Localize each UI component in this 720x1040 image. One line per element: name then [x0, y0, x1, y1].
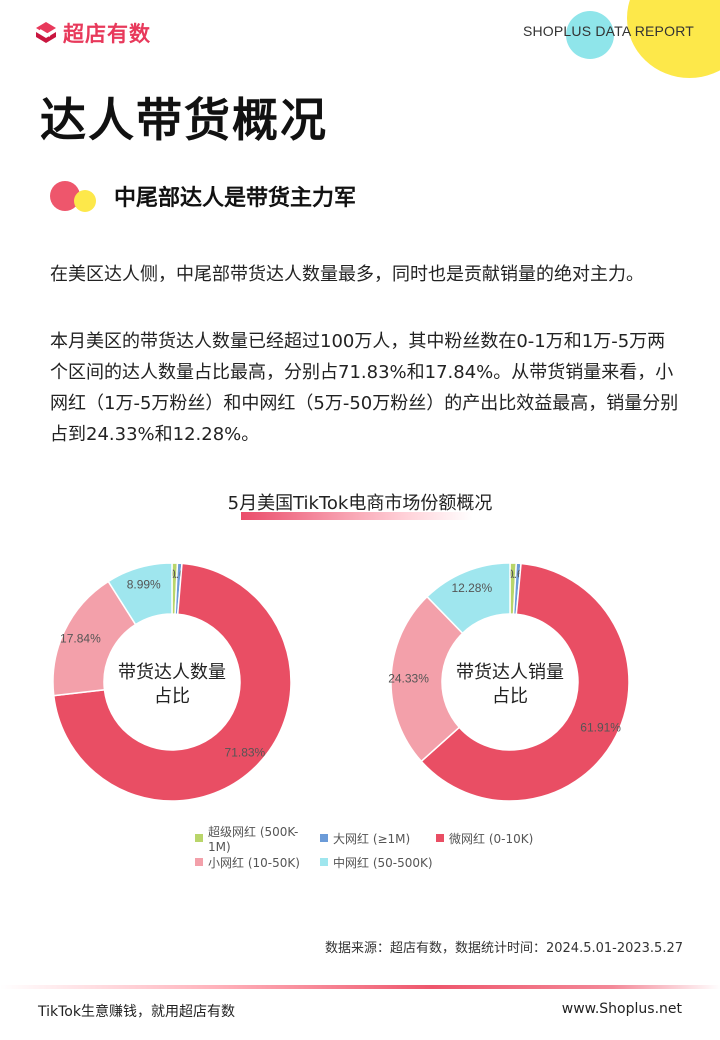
- donut-slice: [390, 595, 464, 763]
- slice-label: 61.91%: [580, 721, 621, 735]
- legend-label: 微网红 (0-10K): [449, 831, 534, 846]
- legend-item-micro: 微网红 (0-10K): [436, 830, 561, 847]
- decor-yellow-circle: [627, 0, 720, 78]
- slice-label: 71.83%: [225, 746, 266, 760]
- footer-website: www.Shoplus.net: [561, 1001, 682, 1017]
- legend-swatch: [320, 858, 328, 866]
- legend-label: 超级网红 (500K-1M): [208, 824, 299, 854]
- page-title: 达人带货概况: [40, 93, 328, 147]
- legend-swatch: [195, 834, 203, 842]
- legend-swatch: [195, 858, 203, 866]
- footer-slogan: TikTok生意赚钱，就用超店有数: [38, 1004, 235, 1020]
- legend-label: 中网红 (50-500K): [333, 855, 433, 870]
- legend-label: 大网红 (≥1M): [333, 831, 411, 846]
- paragraph-intro: 在美区达人侧，中尾部带货达人数量最多，同时也是贡献销量的绝对主力。: [50, 264, 644, 285]
- footer-divider: [0, 985, 720, 989]
- data-source: 数据来源：超店有数，数据统计时间：2024.5.01-2023.5.27: [324, 941, 683, 956]
- donut-center-label: 带货达人数量: [118, 662, 226, 683]
- donut-center-label: 占比: [154, 686, 190, 707]
- donut-center-label: 带货达人销量: [456, 662, 564, 683]
- paragraph-detail: 本月美区的带货达人数量已经超过100万人，其中粉丝数在0-1万和1万-5万两个区…: [50, 331, 679, 445]
- slice-label: 24.33%: [388, 671, 429, 685]
- slice-label: 8.99%: [127, 578, 161, 592]
- chart-legend: 超级网红 (500K-1M) 大网红 (≥1M) 微网红 (0-10K) 小网红…: [195, 823, 615, 874]
- donut-slice: [107, 562, 173, 626]
- legend-item-mid: 中网红 (50-500K): [320, 854, 436, 871]
- donut-slice: [425, 562, 511, 635]
- report-label: SHOPLUS DATA REPORT: [522, 23, 694, 39]
- slice-label: 17.84%: [60, 631, 101, 645]
- section-title: 中尾部达人是带货主力军: [114, 186, 357, 211]
- legend-item-small: 小网红 (10-50K): [195, 854, 320, 871]
- donut-slice: [420, 562, 630, 802]
- legend-swatch: [320, 834, 328, 842]
- decor-cyan-circle: [566, 11, 614, 59]
- donut-slice: [52, 562, 292, 802]
- chart-title: 5月美国TikTok电商市场份额概况: [227, 493, 493, 514]
- brand-logo: 超店有数: [34, 18, 151, 48]
- donut-charts: 0.73%0.61%71.83%17.84%8.99%带货达人数量占比0.84%…: [52, 562, 630, 802]
- section-bullet-icon: [50, 181, 110, 217]
- legend-label: 小网红 (10-50K): [208, 855, 300, 870]
- chart-title-underline: [241, 512, 473, 520]
- logo-text: 超店有数: [63, 22, 151, 46]
- slice-label: 12.28%: [451, 581, 492, 595]
- legend-item-super: 超级网红 (500K-1M): [195, 823, 320, 854]
- donut-center-label: 占比: [492, 686, 528, 707]
- logo-icon: [36, 22, 56, 43]
- legend-swatch: [436, 834, 444, 842]
- legend-item-large: 大网红 (≥1M): [320, 830, 436, 847]
